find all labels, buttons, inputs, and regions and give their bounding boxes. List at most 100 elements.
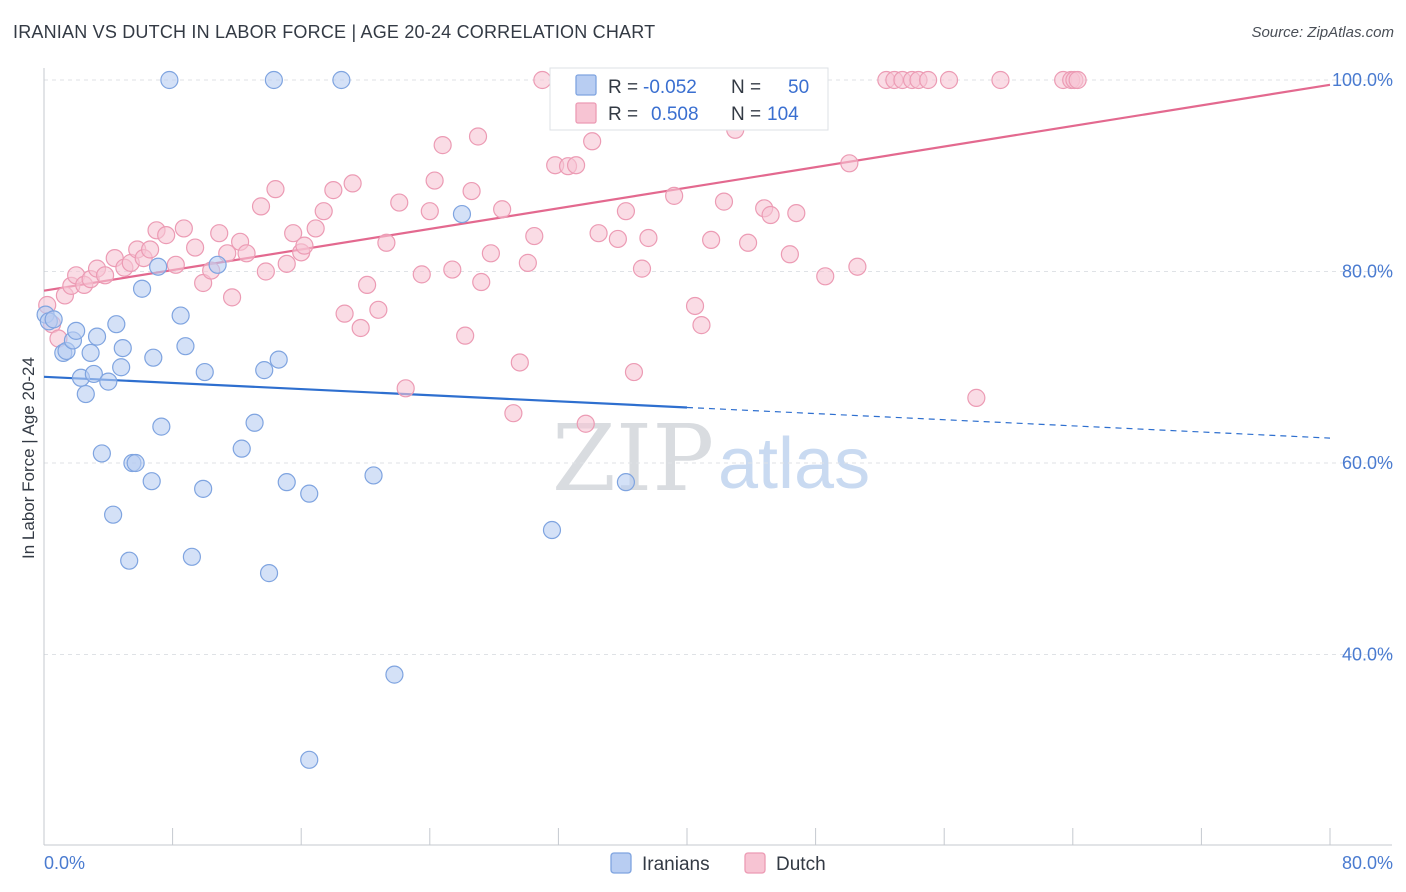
- dutch-point: [583, 132, 602, 151]
- dutch-point: [343, 174, 362, 193]
- iranians-point: [616, 473, 636, 492]
- iranians-point: [120, 551, 139, 570]
- dutch-point: [95, 266, 115, 285]
- iranians-point: [452, 204, 472, 224]
- dutch-point: [157, 226, 176, 245]
- watermark: ZIP atlas: [552, 405, 870, 512]
- dutch-point: [761, 205, 780, 225]
- dutch-point: [324, 181, 343, 200]
- dutch-point: [186, 238, 205, 257]
- dutch-n-label: N =: [731, 104, 761, 125]
- iranians-point: [232, 439, 251, 458]
- dutch-point: [714, 192, 734, 211]
- y-tick-label: 60.0%: [1342, 453, 1393, 473]
- dutch-point: [351, 318, 370, 338]
- dutch-point: [266, 180, 285, 199]
- legend-iranians-label: Iranians: [642, 854, 710, 875]
- dutch-point: [481, 244, 500, 263]
- chart-title: IRANIAN VS DUTCH IN LABOR FORCE | AGE 20…: [13, 22, 656, 42]
- dutch-point: [1068, 70, 1087, 90]
- dutch-point: [919, 70, 938, 90]
- grid-lines: [44, 79, 1392, 655]
- iranians-trend-extension: [686, 406, 1331, 439]
- iranians-point: [132, 279, 152, 298]
- series-legend: Iranians Dutch: [610, 852, 826, 875]
- x-tick-label-min: 0.0%: [44, 853, 85, 873]
- dutch-point: [702, 230, 721, 250]
- dutch-swatch: [575, 102, 597, 124]
- legend-dutch-swatch: [744, 852, 766, 874]
- iranians-point: [259, 564, 279, 583]
- trend-lines: [43, 83, 1331, 439]
- iranians-swatch: [575, 74, 597, 96]
- iranians-point: [142, 472, 161, 491]
- iranians-point: [87, 327, 107, 346]
- iranians-point: [385, 665, 404, 684]
- iranians-point: [144, 348, 163, 367]
- dutch-point: [632, 259, 652, 278]
- iranians-point: [44, 310, 63, 329]
- dutch-point: [624, 362, 644, 382]
- iranians-point: [208, 255, 227, 274]
- dutch-point: [504, 404, 523, 423]
- dutch-point: [284, 224, 303, 243]
- dutch-point: [456, 326, 475, 345]
- dutch-point: [314, 202, 333, 221]
- y-tick-label: 100.0%: [1332, 70, 1393, 90]
- dutch-point: [780, 245, 799, 264]
- iranians-point: [81, 343, 100, 362]
- dutch-point: [420, 202, 439, 221]
- iranians-point: [300, 484, 319, 503]
- iranians-point: [364, 466, 383, 485]
- dutch-point: [848, 257, 867, 276]
- dutch-point: [738, 233, 758, 252]
- dutch-point: [576, 414, 595, 433]
- y-tick-label: 40.0%: [1342, 645, 1393, 665]
- watermark-atlas: atlas: [718, 424, 870, 504]
- dutch-point: [433, 136, 452, 155]
- iranians-n-value: 50: [788, 77, 809, 98]
- iranians-point: [149, 257, 168, 276]
- dutch-point: [692, 316, 711, 335]
- iranians-point: [542, 520, 562, 540]
- y-axis-label: In Labor Force | Age 20-24: [19, 357, 38, 559]
- dutch-point: [306, 219, 325, 238]
- iranians-point: [269, 350, 288, 369]
- dutch-point: [369, 300, 388, 319]
- iranians-point: [171, 306, 190, 325]
- dutch-point: [210, 224, 229, 243]
- dutch-r-label: R =: [608, 104, 638, 125]
- dutch-point: [533, 70, 552, 90]
- dutch-point: [251, 197, 271, 216]
- iranians-point: [176, 337, 195, 356]
- iranians-point: [160, 70, 179, 90]
- dutch-point: [639, 228, 658, 248]
- iranians-point: [107, 315, 126, 334]
- iranians-point: [104, 505, 123, 524]
- dutch-point: [377, 233, 396, 252]
- dutch-point: [616, 202, 636, 221]
- iranians-point: [99, 372, 118, 391]
- iranians-point: [264, 70, 283, 90]
- iranians-point: [76, 384, 95, 404]
- iranians-point: [194, 479, 213, 498]
- dutch-point: [939, 70, 959, 90]
- dutch-point: [174, 219, 193, 238]
- iranians-point: [277, 473, 296, 492]
- x-tick-label-max: 80.0%: [1342, 853, 1393, 873]
- dutch-point: [140, 240, 160, 259]
- dutch-point: [425, 171, 444, 190]
- tick-labels: 40.0% 60.0% 80.0% 100.0% 0.0% 80.0%: [44, 70, 1393, 873]
- stats-legend: R = -0.052 N = 50 R = 0.508 N = 104: [549, 67, 829, 131]
- axes: [43, 68, 1392, 846]
- dutch-point: [166, 255, 185, 274]
- iranians-n-label: N =: [731, 77, 761, 98]
- y-tick-label: 80.0%: [1342, 262, 1393, 282]
- dutch-point: [510, 353, 529, 372]
- dutch-point: [237, 244, 256, 263]
- dutch-n-value: 104: [767, 104, 799, 125]
- dutch-point: [335, 304, 354, 323]
- dutch-point: [277, 254, 296, 273]
- iranians-point: [332, 70, 351, 90]
